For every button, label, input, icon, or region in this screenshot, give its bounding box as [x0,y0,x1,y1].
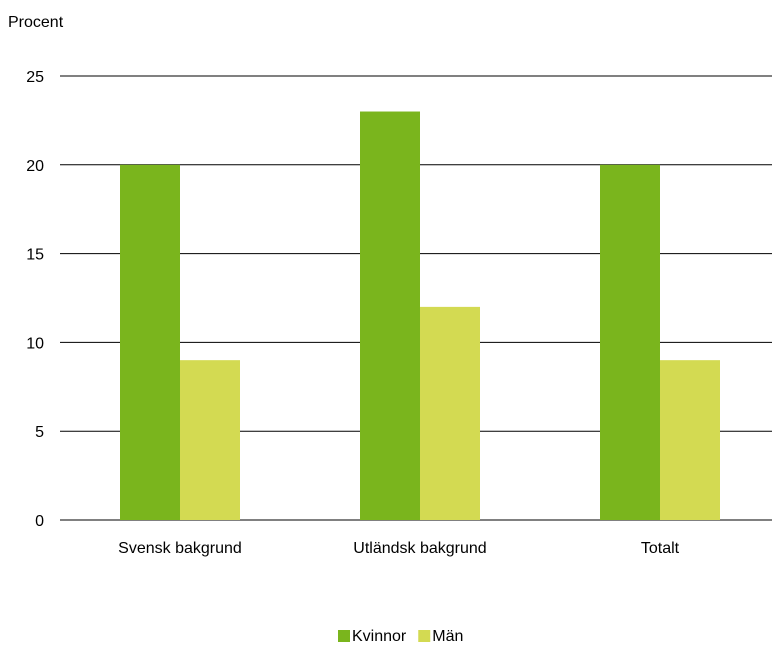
x-category-label: Totalt [641,540,680,557]
legend-label: Män [432,628,463,645]
x-category-label: Utländsk bakgrund [353,540,486,557]
y-axis-ticks: 0 5 10 15 20 25 [26,69,44,530]
bar-kvinnor-3 [600,164,660,521]
legend-label: Kvinnor [352,628,407,645]
y-tick-label: 25 [26,69,44,86]
bar-män-1 [180,360,240,520]
x-axis-labels: Svensk bakgrund Utländsk bakgrund Totalt [118,540,679,557]
y-tick-label: 0 [35,513,44,530]
legend: Kvinnor Män [338,628,463,645]
y-axis-unit-label: Procent [8,14,64,31]
bars [120,111,720,521]
legend-swatch-män [418,630,431,642]
y-tick-label: 15 [26,247,44,264]
y-tick-label: 10 [26,335,44,352]
bar-kvinnor-1 [120,164,180,521]
x-category-label: Svensk bakgrund [118,540,242,557]
bar-män-2 [420,306,480,520]
y-tick-label: 20 [26,158,44,175]
y-tick-label: 5 [35,424,44,441]
bar-män-3 [660,360,720,520]
legend-swatch-kvinnor [338,630,350,642]
bar-kvinnor-2 [360,111,420,521]
